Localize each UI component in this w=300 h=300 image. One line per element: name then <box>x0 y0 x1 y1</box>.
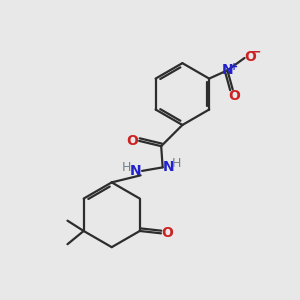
Text: −: − <box>251 45 262 58</box>
Text: N: N <box>130 164 141 178</box>
Text: H: H <box>122 161 131 174</box>
Text: +: + <box>230 62 238 72</box>
Text: H: H <box>172 157 182 170</box>
Text: N: N <box>222 63 233 77</box>
Text: O: O <box>244 50 256 64</box>
Text: O: O <box>127 134 139 148</box>
Text: O: O <box>161 226 173 240</box>
Text: O: O <box>228 89 240 103</box>
Text: N: N <box>163 160 174 174</box>
